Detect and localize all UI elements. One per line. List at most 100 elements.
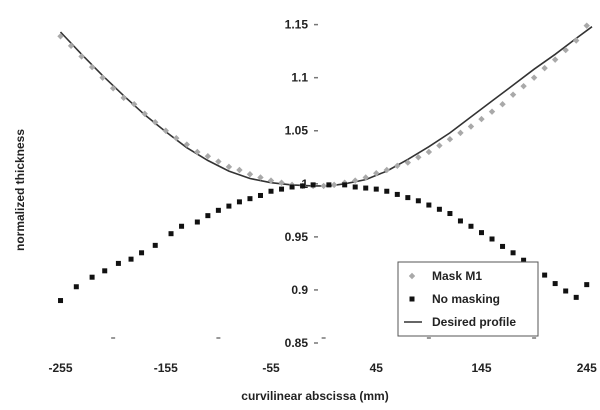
no-masking-point <box>342 182 348 188</box>
mask-m1-point <box>130 101 138 108</box>
x-axis: -255 -155 -55 45 145 245 <box>49 337 597 375</box>
mask-m1-point <box>57 33 64 40</box>
no-masking-point <box>179 223 185 229</box>
y-tick-label: 0.85 <box>285 336 309 350</box>
mask-m1-point <box>88 63 96 71</box>
no-masking-point <box>478 230 484 236</box>
y-tick-label: 0.9 <box>291 283 308 297</box>
mask-m1-point <box>183 141 191 148</box>
mask-m1-point <box>152 119 159 126</box>
mask-m1-point <box>362 174 369 181</box>
mask-m1-point <box>204 153 212 160</box>
no-masking-point <box>89 274 95 280</box>
no-masking-point <box>168 231 174 237</box>
no-masking-point <box>73 284 79 290</box>
no-masking-point <box>510 250 516 256</box>
no-masking-point <box>310 182 316 188</box>
mask-m1-point <box>404 159 412 166</box>
no-masking-point <box>268 188 274 194</box>
no-masking-point <box>363 185 369 191</box>
mask-m1-point <box>141 110 148 117</box>
no-masking-point <box>326 182 332 188</box>
no-masking-point <box>563 288 569 294</box>
no-masking-point <box>573 294 579 300</box>
no-masking-point <box>552 281 558 287</box>
y-tick-label: 0.95 <box>285 230 309 244</box>
mask-m1-point <box>551 56 559 63</box>
no-masking-point <box>500 243 506 249</box>
no-masking-point <box>215 207 221 213</box>
mask-m1-point <box>257 174 264 181</box>
y-tick-label: 1.05 <box>285 124 309 138</box>
no-masking-point <box>542 272 548 278</box>
no-masking-point <box>468 223 474 229</box>
mask-m1-point <box>330 181 338 189</box>
no-masking-point <box>584 282 590 288</box>
mask-m1-point <box>215 158 222 165</box>
mask-m1-point <box>352 177 359 184</box>
no-masking-point <box>102 268 108 274</box>
mask-m1-point <box>520 82 527 90</box>
mask-m1-point <box>488 108 496 115</box>
mask-m1-point <box>530 74 538 81</box>
legend-mask-m1-marker <box>408 272 416 280</box>
no-masking-point <box>521 257 527 263</box>
no-masking-point <box>394 191 400 197</box>
no-masking-point <box>300 183 306 189</box>
no-masking-point <box>236 199 242 205</box>
no-masking-point <box>257 192 263 198</box>
mask-m1-point <box>225 163 233 171</box>
mask-m1-point <box>446 136 454 143</box>
no-masking-point <box>58 298 64 304</box>
mask-m1-point <box>509 91 517 98</box>
no-masking-point <box>205 213 211 219</box>
legend-label: No masking <box>432 292 500 306</box>
mask-m1-point <box>194 148 201 156</box>
no-masking-point <box>426 202 432 208</box>
no-masking-point <box>415 198 421 204</box>
no-masking-point <box>115 260 121 266</box>
mask-m1-point <box>267 177 275 184</box>
mask-m1-point <box>541 64 548 72</box>
mask-m1-point <box>436 142 443 149</box>
mask-m1-point <box>162 127 169 134</box>
no-masking-point <box>152 242 158 248</box>
mask-m1-point <box>478 115 485 123</box>
no-masking-point <box>457 218 463 224</box>
plot-series <box>57 22 593 304</box>
mask-m1-point <box>78 53 85 60</box>
no-masking-point <box>489 236 495 242</box>
mask-m1-point <box>457 129 464 137</box>
legend-label: Desired profile <box>432 315 516 329</box>
mask-m1-point <box>583 22 590 29</box>
no-masking-point <box>226 203 232 209</box>
no-masking-point <box>247 196 253 202</box>
mask-m1-point <box>499 101 506 108</box>
x-tick-label: -155 <box>154 361 178 375</box>
mask-m1-point <box>373 169 380 177</box>
no-masking-point <box>405 195 411 201</box>
x-tick-label: 245 <box>577 361 597 375</box>
no-masking-point <box>447 211 453 217</box>
no-masking-point <box>279 186 285 192</box>
legend: Mask M1 No masking Desired profile <box>397 261 539 337</box>
mask-m1-point <box>246 171 254 178</box>
mask-m1-point <box>467 123 475 130</box>
x-tick-label: 45 <box>370 361 384 375</box>
mask-m1-point <box>562 46 569 54</box>
no-masking-point <box>436 206 442 212</box>
y-tick-label: 1.15 <box>285 18 309 32</box>
y-axis: 0.850.90.9511.051.11.15 <box>285 18 318 350</box>
x-tick-label: -55 <box>262 361 280 375</box>
no-masking-point <box>384 188 390 194</box>
y-tick-label: 1.1 <box>291 71 308 85</box>
mask-m1-point <box>415 154 422 161</box>
mask-m1-point <box>120 94 127 102</box>
mask-m1-point <box>394 162 401 169</box>
mask-m1-point <box>383 166 390 174</box>
mask-m1-point <box>173 134 180 142</box>
desired-profile-line <box>59 26 593 187</box>
legend-box <box>397 261 539 337</box>
mask-m1-point <box>425 148 433 156</box>
